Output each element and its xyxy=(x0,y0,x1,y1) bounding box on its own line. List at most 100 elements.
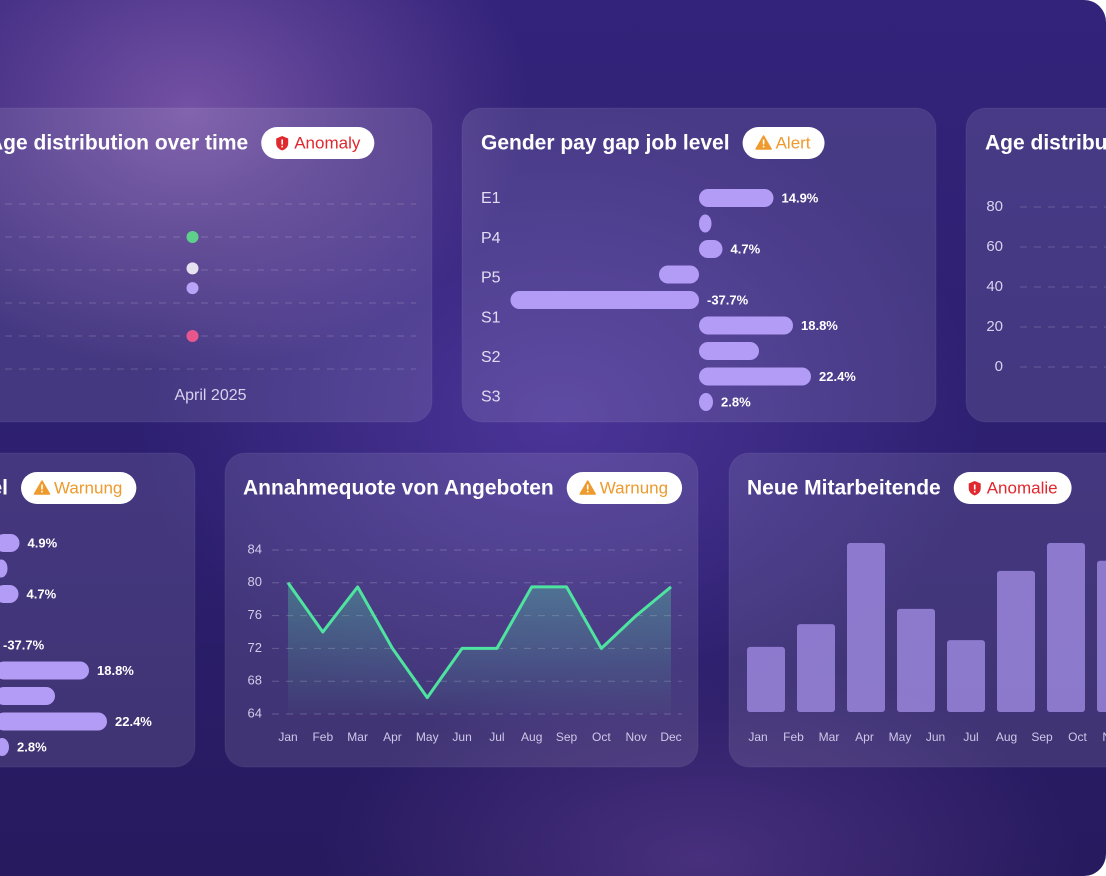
value-label: 4.9% xyxy=(28,535,58,550)
row-label: P4 xyxy=(481,230,501,247)
x-tick-label: Feb xyxy=(783,730,804,744)
badge-label: Anomaly xyxy=(294,133,361,152)
badge-icon-dot xyxy=(281,145,284,148)
value-label: 14.9% xyxy=(782,190,819,205)
badge-label: Alert xyxy=(776,133,811,152)
bar xyxy=(1047,543,1085,712)
x-tick-label: May xyxy=(889,730,912,744)
card-title: Age distribution over time xyxy=(0,132,248,155)
card-title: Age distribution over time xyxy=(985,132,1106,155)
card xyxy=(0,107,433,423)
x-tick-label: Jul xyxy=(489,730,504,744)
bar xyxy=(699,342,759,360)
badge-icon-mark xyxy=(41,484,43,490)
bar xyxy=(699,240,723,258)
y-tick-label: 68 xyxy=(248,673,262,688)
x-tick-label: Apr xyxy=(855,730,874,744)
y-tick-label: 80 xyxy=(248,574,262,589)
bar xyxy=(997,570,1035,712)
bar xyxy=(699,189,774,207)
x-tick-label: Oct xyxy=(1068,730,1087,744)
x-tick-label: Sep xyxy=(556,730,578,744)
x-tick-label: Apr xyxy=(383,730,402,744)
badge-icon-dot xyxy=(762,145,765,148)
card xyxy=(461,107,937,423)
x-tick-label: Jun xyxy=(452,730,471,744)
card xyxy=(965,107,1106,423)
badge-icon-mark xyxy=(281,139,284,145)
row-label: S3 xyxy=(481,389,501,406)
bar xyxy=(747,646,785,712)
bar xyxy=(0,534,20,552)
y-tick-label: 64 xyxy=(248,705,262,720)
badge xyxy=(21,472,137,504)
badge-icon-dot xyxy=(586,490,589,493)
card-title: Gender pay gap job level xyxy=(0,477,8,500)
y-tick-label: 60 xyxy=(986,238,1003,255)
bar xyxy=(797,624,835,712)
bar xyxy=(699,214,712,233)
bar xyxy=(1097,560,1106,712)
bar xyxy=(947,640,985,712)
x-tick-label: Aug xyxy=(521,730,542,744)
row-label: E1 xyxy=(481,190,501,207)
row-label: P5 xyxy=(481,270,501,287)
value-label: 18.8% xyxy=(97,663,134,678)
y-tick-label: 80 xyxy=(986,198,1003,215)
x-tick-label: Mar xyxy=(347,730,368,744)
badge-label: Warnung xyxy=(54,478,122,497)
card-title: Gender pay gap job level xyxy=(481,132,730,155)
bar xyxy=(510,291,699,309)
value-label: 22.4% xyxy=(115,714,152,729)
row-label: S2 xyxy=(481,349,501,366)
data-point xyxy=(186,282,199,295)
badge-icon-dot xyxy=(973,490,976,493)
value-label: -37.7% xyxy=(3,637,45,652)
badge-icon-mark xyxy=(973,484,976,490)
value-label: 22.4% xyxy=(819,369,856,384)
x-tick-label: Feb xyxy=(312,730,333,744)
bar xyxy=(0,738,9,756)
x-tick-label: May xyxy=(416,730,439,744)
y-tick-label: 0 xyxy=(995,358,1003,375)
bar xyxy=(0,687,55,705)
x-tick-label: Sep xyxy=(1031,730,1053,744)
badge xyxy=(742,127,825,159)
data-point xyxy=(186,330,199,342)
badge xyxy=(566,472,683,504)
x-tick-label: Jan xyxy=(278,730,297,744)
bar xyxy=(659,265,699,284)
y-tick-label: 76 xyxy=(248,607,262,622)
x-tick-label: April 2025 xyxy=(174,387,246,404)
bar xyxy=(699,367,811,386)
value-label: 2.8% xyxy=(721,394,751,409)
bar xyxy=(0,712,107,731)
data-line xyxy=(286,581,672,700)
card-title: Annahmequote von Angeboten xyxy=(243,477,554,500)
value-label: -37.7% xyxy=(707,292,749,307)
bar xyxy=(699,316,793,335)
value-label: 18.8% xyxy=(801,318,838,333)
x-tick-label: Oct xyxy=(592,730,611,744)
bar xyxy=(0,661,89,680)
value-label: 4.7% xyxy=(731,241,761,256)
badge-label: Warnung xyxy=(600,478,668,497)
badge-icon-dot xyxy=(41,490,43,493)
value-label: 2.8% xyxy=(17,739,47,754)
x-tick-label: Dec xyxy=(660,730,681,744)
data-point xyxy=(186,262,199,275)
value-label: 4.7% xyxy=(27,586,57,601)
badge-icon-mark xyxy=(586,484,589,490)
x-tick-label: Jan xyxy=(748,730,767,744)
x-tick-label: Aug xyxy=(996,730,1017,744)
badge-icon-mark xyxy=(762,139,765,145)
badge xyxy=(953,472,1072,504)
bar xyxy=(0,559,8,578)
bar xyxy=(699,393,713,411)
card-title: Neue Mitarbeitende xyxy=(747,477,941,500)
y-tick-label: 72 xyxy=(248,640,262,655)
x-tick-label: Nov xyxy=(626,730,647,744)
bar xyxy=(847,543,885,712)
